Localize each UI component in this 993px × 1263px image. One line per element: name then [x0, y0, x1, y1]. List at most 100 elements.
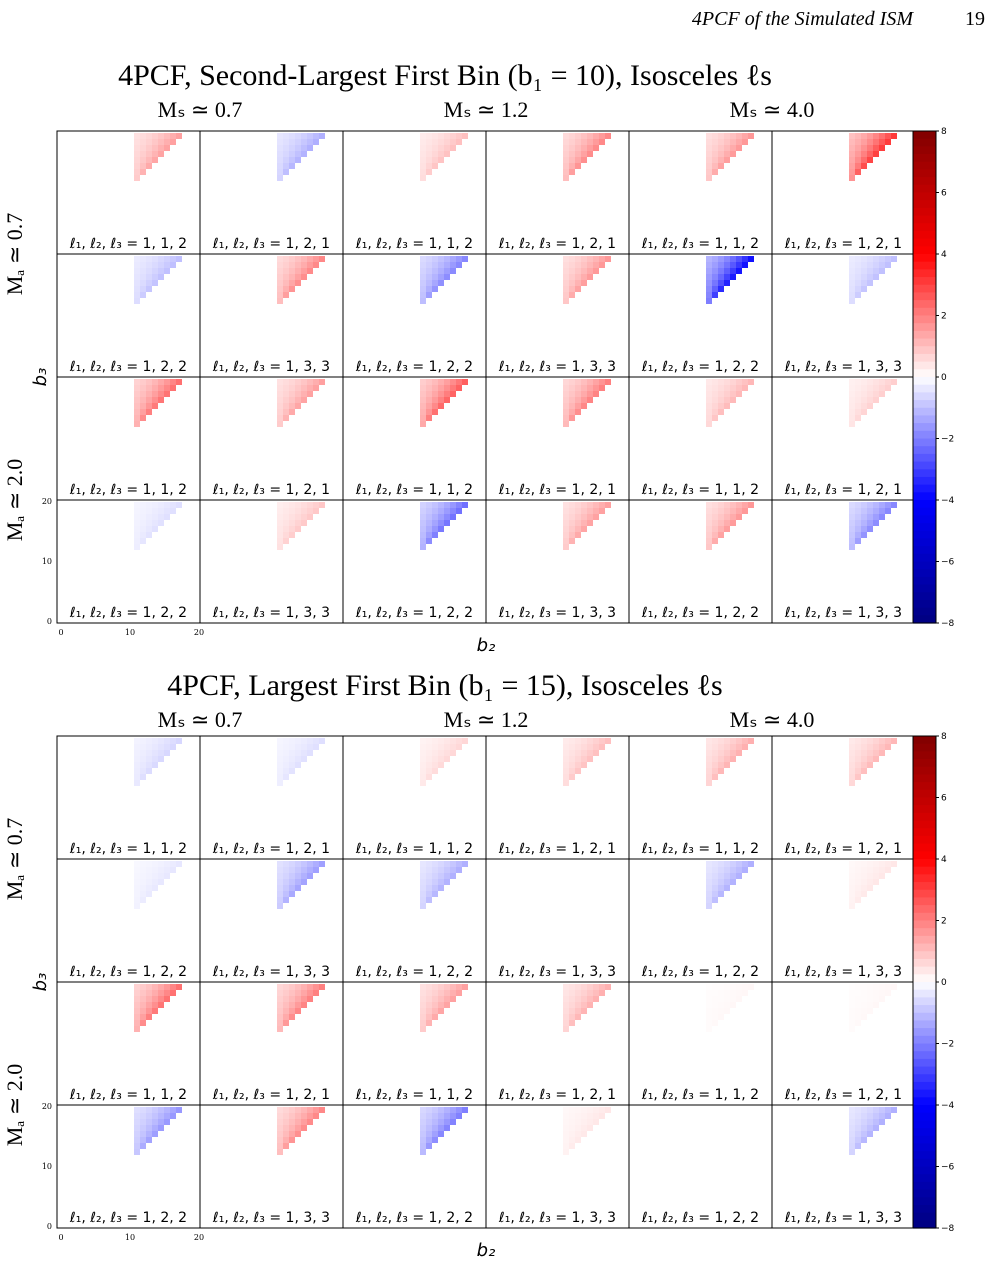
heatmap-cell — [152, 750, 158, 756]
heatmap-cell — [420, 1131, 426, 1137]
heatmap-cell — [426, 750, 432, 756]
heatmap-cell — [283, 1002, 289, 1008]
colorbar-segment — [913, 561, 936, 570]
heatmap-cell — [724, 514, 730, 520]
heatmap-cell — [432, 1008, 438, 1014]
x-tick-label: 20 — [194, 1233, 204, 1242]
heatmap-cell — [152, 756, 158, 762]
heatmap-cell — [861, 1002, 867, 1008]
heatmap-cell — [444, 1125, 450, 1131]
heatmap-cell — [849, 984, 855, 990]
colorbar-segment — [913, 1112, 936, 1121]
heatmap-cell — [289, 262, 295, 268]
heatmap-cell — [849, 1149, 855, 1155]
heatmap-cell — [563, 286, 569, 292]
heatmap-cell — [158, 262, 164, 268]
heatmap-cell — [730, 502, 736, 508]
heatmap-cell — [432, 768, 438, 774]
heatmap-cell — [432, 139, 438, 145]
heatmap-cell — [724, 1125, 730, 1131]
heatmap-cell — [873, 1113, 879, 1119]
heatmap-cell — [587, 750, 593, 756]
heatmap-cell — [146, 867, 152, 873]
heatmap-cell — [569, 145, 575, 151]
colorbar-segment — [913, 1128, 936, 1137]
heatmap-cell — [587, 1119, 593, 1125]
heatmap-cell — [313, 867, 319, 873]
heatmap-cell — [140, 163, 146, 169]
heatmap-cell — [879, 750, 885, 756]
heatmap-cell — [861, 756, 867, 762]
heatmap-cell — [855, 532, 861, 538]
heatmap-cell — [277, 750, 283, 756]
panel: ℓ₁, ℓ₂, ℓ₃ = 1, 3, 3 — [485, 253, 630, 378]
heatmap-cell — [885, 1113, 891, 1119]
heatmap-cell — [301, 879, 307, 885]
heatmap-cell — [849, 274, 855, 280]
heatmap-cell — [718, 744, 724, 750]
heatmap-cell — [426, 1020, 432, 1026]
heatmap-cell — [587, 1002, 593, 1008]
heatmap-cell — [134, 1014, 140, 1020]
heatmap-cell — [879, 996, 885, 1002]
heatmap-cell — [712, 145, 718, 151]
heatmap-cell — [140, 415, 146, 421]
heatmap-cell — [587, 391, 593, 397]
heatmap-cell — [849, 169, 855, 175]
heatmap-cell — [456, 256, 462, 262]
heatmap-cell — [432, 274, 438, 280]
heatmap-cell — [277, 379, 283, 385]
heatmap-cell — [420, 744, 426, 750]
heatmap-cell — [861, 1131, 867, 1137]
heatmap-cell — [319, 1107, 325, 1113]
heatmap-cell — [855, 256, 861, 262]
heatmap-cell — [283, 1131, 289, 1137]
heatmap-cell — [146, 750, 152, 756]
heatmap-cell — [569, 1008, 575, 1014]
heatmap-cell — [140, 1002, 146, 1008]
heatmap-cell — [307, 385, 313, 391]
heatmap-cell — [599, 385, 605, 391]
heatmap-cell — [563, 262, 569, 268]
heatmap-cell — [140, 768, 146, 774]
heatmap-cell — [569, 391, 575, 397]
heatmap-cell — [313, 502, 319, 508]
heatmap-cell — [593, 738, 599, 744]
heatmap-cell — [712, 1020, 718, 1026]
heatmap-cell — [873, 996, 879, 1002]
panel-label: ℓ₁, ℓ₂, ℓ₃ = 1, 2, 2 — [355, 359, 473, 375]
heatmap-cell — [438, 744, 444, 750]
heatmap-cell — [420, 298, 426, 304]
heatmap-cell — [712, 1125, 718, 1131]
heatmap-cell — [712, 163, 718, 169]
heatmap-cell — [444, 274, 450, 280]
heatmap-cell — [855, 268, 861, 274]
heatmap-cell — [170, 139, 176, 145]
panel: ℓ₁, ℓ₂, ℓ₃ = 1, 1, 2 — [628, 376, 773, 501]
heatmap-cell — [134, 409, 140, 415]
heatmap-cell — [581, 879, 587, 885]
colorbar-segment — [913, 461, 936, 470]
heatmap-cell — [885, 867, 891, 873]
heatmap-cell — [140, 1137, 146, 1143]
heatmap-cell — [873, 738, 879, 744]
heatmap-cell — [295, 738, 301, 744]
heatmap-cell — [152, 526, 158, 532]
heatmap-cell — [879, 984, 885, 990]
heatmap-cell — [563, 861, 569, 867]
heatmap-cell — [420, 379, 426, 385]
heatmap-cell — [283, 526, 289, 532]
heatmap-cell — [742, 379, 748, 385]
colorbar-segment — [913, 759, 936, 768]
heatmap-cell — [426, 996, 432, 1002]
colorbar-segment — [913, 292, 936, 301]
heatmap-cell — [736, 873, 742, 879]
colorbar-segment — [913, 1212, 936, 1221]
panel-label: ℓ₁, ℓ₂, ℓ₃ = 1, 3, 3 — [212, 1210, 330, 1226]
heatmap-cell — [712, 996, 718, 1002]
heatmap-cell — [873, 756, 879, 762]
heatmap-cell — [420, 268, 426, 274]
panel-label: ℓ₁, ℓ₂, ℓ₃ = 1, 2, 1 — [784, 482, 902, 498]
heatmap-cell — [140, 861, 146, 867]
heatmap-cell — [140, 532, 146, 538]
